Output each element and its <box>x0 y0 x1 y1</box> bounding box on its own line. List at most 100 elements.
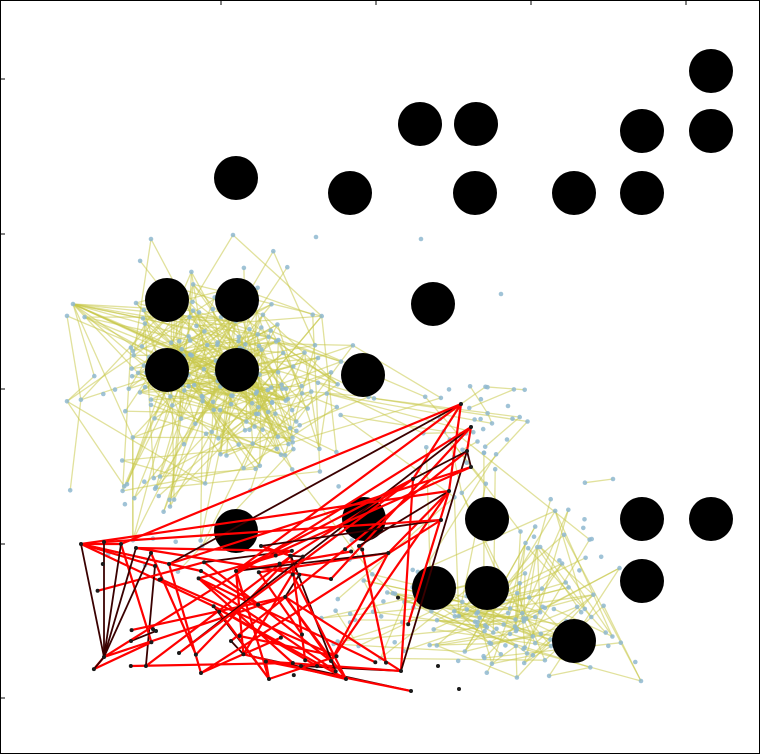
path-node <box>386 551 391 555</box>
path-node <box>237 634 242 638</box>
roadmap-edge <box>84 316 191 342</box>
roadmap-node <box>250 441 255 446</box>
roadmap-node <box>601 603 606 609</box>
roadmap-node <box>483 384 488 390</box>
roadmap-node <box>189 269 194 275</box>
path-edge <box>130 661 293 668</box>
path-edge <box>235 403 462 572</box>
path-node <box>333 669 338 674</box>
roadmap-node <box>203 431 209 437</box>
roadmap-edge <box>462 440 478 451</box>
roadmap-edge <box>253 302 297 422</box>
roadmap-node <box>333 608 338 613</box>
roadmap-edge <box>539 546 594 596</box>
roadmap-node <box>152 416 157 421</box>
roadmap-node <box>167 504 173 509</box>
roadmap-node <box>489 661 495 666</box>
path-node <box>291 673 296 678</box>
roadmap-node <box>269 302 274 307</box>
path-node <box>457 687 461 691</box>
roadmap-edge <box>292 397 442 443</box>
path-edge-dark <box>93 656 105 670</box>
obstacle-disk <box>145 348 189 392</box>
roadmap-edge <box>196 315 322 327</box>
roadmap-edge <box>379 586 470 659</box>
roadmap-node <box>130 435 136 440</box>
roadmap-node <box>101 391 106 397</box>
roadmap-node <box>525 545 531 551</box>
roadmap-node <box>561 532 567 538</box>
roadmap-node <box>283 386 289 392</box>
roadmap-edge <box>287 390 312 400</box>
obstacle-disk <box>215 348 259 392</box>
roadmap-edge <box>484 642 621 659</box>
roadmap-node <box>280 386 285 392</box>
roadmap-node <box>446 387 452 392</box>
roadmap-node <box>589 614 594 620</box>
roadmap-edge <box>277 339 303 394</box>
roadmap-node <box>467 384 473 389</box>
roadmap-node <box>151 475 157 481</box>
roadmap-edge <box>249 387 272 431</box>
roadmap-node <box>228 401 234 407</box>
roadmap-node <box>190 308 196 314</box>
roadmap-node <box>198 538 203 543</box>
roadmap-edge <box>226 396 369 457</box>
roadmap-node <box>156 493 161 499</box>
path-edge <box>265 660 412 693</box>
roadmap-node <box>511 387 517 392</box>
roadmap-edge <box>204 382 229 484</box>
roadmap-node <box>478 416 483 422</box>
roadmap-node <box>588 665 593 670</box>
roadmap-node <box>170 403 175 408</box>
path-edge <box>235 550 352 573</box>
roadmap-node <box>484 670 490 675</box>
obstacle-disk <box>454 102 498 146</box>
roadmap-node <box>218 452 223 457</box>
path-edge <box>412 403 462 480</box>
roadmap-node <box>474 623 480 629</box>
roadmap-node <box>275 322 280 327</box>
roadmap-node <box>522 387 527 393</box>
roadmap-node <box>161 509 166 514</box>
path-node <box>278 635 283 640</box>
roadmap-node <box>236 442 241 447</box>
roadmap-node <box>481 450 487 456</box>
roadmap-node <box>493 452 499 457</box>
roadmap-edge <box>515 509 569 632</box>
roadmap-node <box>92 373 97 379</box>
roadmap-node <box>491 630 496 635</box>
roadmap-node <box>429 609 434 614</box>
roadmap-node <box>522 571 528 576</box>
roadmap-edge <box>243 411 269 469</box>
roadmap-edge <box>72 303 205 333</box>
roadmap-node <box>217 407 223 413</box>
roadmap-node <box>598 554 604 560</box>
roadmap-node <box>350 343 356 348</box>
roadmap-node <box>112 387 118 392</box>
path-edge <box>80 543 215 608</box>
path-node <box>409 689 413 693</box>
path-edge <box>268 655 337 681</box>
roadmap-edge <box>491 592 518 664</box>
path-edge-dark <box>80 543 105 658</box>
path-edge-dark <box>358 490 450 547</box>
roadmap-node <box>489 421 495 426</box>
roadmap-node <box>548 643 554 649</box>
path-edge <box>465 426 473 452</box>
roadmap-node <box>370 572 375 577</box>
roadmap-node <box>532 640 538 646</box>
roadmap-node <box>504 437 510 442</box>
roadmap-node <box>181 441 187 447</box>
roadmap-edge <box>485 386 525 391</box>
path-node <box>360 547 365 552</box>
roadmap-node <box>431 627 437 632</box>
roadmap-node <box>265 409 271 415</box>
path-edge-dark <box>412 450 468 480</box>
roadmap-node <box>510 416 515 422</box>
roadmap-edge <box>379 601 406 659</box>
roadmap-node <box>253 466 258 472</box>
roadmap-node <box>514 675 520 680</box>
roadmap-node <box>253 391 259 396</box>
roadmap-node <box>236 334 242 340</box>
